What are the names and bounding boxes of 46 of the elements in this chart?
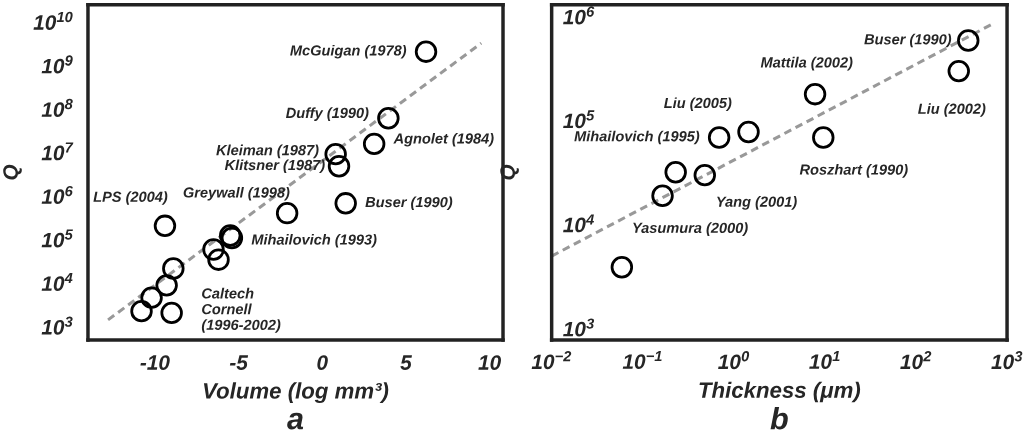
annotation: Buser (1990) [864,33,952,48]
x-tick-label: 10$^{2}$ [900,351,932,370]
y-tick-label: 10$^{3}$ [41,316,73,335]
annotation: Yang (2001) [717,196,797,210]
y-tick-label: 10$^{5}$ [563,110,595,129]
annotation: McGuigan (1978) [290,44,407,59]
y-axis-title: Q [3,164,22,180]
x-tick-label: 0 [317,355,328,370]
annotation: Kleiman (1987) [216,144,319,159]
annotation: Mihailovich (1993) [251,234,377,248]
y-tick-label: 10$^{3}$ [563,318,595,337]
y-tick-label: 10$^{8}$ [41,98,73,117]
x-tick-label: 10$^{−1}$ [622,351,662,370]
annotation: Roszhart (1990) [799,164,908,178]
x-tick-label: 10$^{−2}$ [531,351,572,370]
x-tick-label: 10 [478,355,502,370]
y-tick-label: 10$^{7}$ [41,142,74,161]
annotation: LPS (2004) [93,191,168,205]
x-tick-label: 5 [400,355,412,370]
annotation: Duffy (1990) [285,107,369,121]
y-tick-label: 10$^{6}$ [41,185,73,205]
y-tick-label: 10$^{10}$ [33,11,73,30]
annotation: Klitsner (1987) [224,159,325,174]
text: a [287,412,304,430]
annotation: Mattila (2002) [760,56,853,71]
annotation: Yasumura (2000) [633,222,748,236]
y-tick-label: 10$^{5}$ [41,229,73,248]
x-tick-label: 10$^{3}$ [991,351,1023,370]
annotation: Caltech Cornell (1996-2002) [201,287,281,333]
annotation: Greywall (1998) [183,186,290,201]
annotation: Agnolet (1984) [393,132,494,147]
annotation: Liu (2005) [664,97,732,111]
x-tick-label: -10 [140,355,170,370]
y-tick-label: 10$^{4}$ [41,273,73,291]
y-tick-label: 10$^{4}$ [563,214,594,233]
x-axis-title: Volume (log mm³) [203,382,389,404]
text: b [770,407,788,430]
annotation: Liu (2002) [918,103,986,117]
x-axis-title: Thickness (μm) [699,381,861,403]
x-tick-label: 10$^{1}$ [809,351,840,370]
annotation: Buser (1990) [365,196,453,211]
y-tick-label: 10$^{6}$ [563,6,595,25]
x-tick-label: 10$^{0}$ [718,351,750,370]
x-tick-label: -5 [229,355,249,370]
y-tick-label: 10$^{9}$ [41,55,73,74]
annotation: Mihailovich (1995) [574,130,700,145]
